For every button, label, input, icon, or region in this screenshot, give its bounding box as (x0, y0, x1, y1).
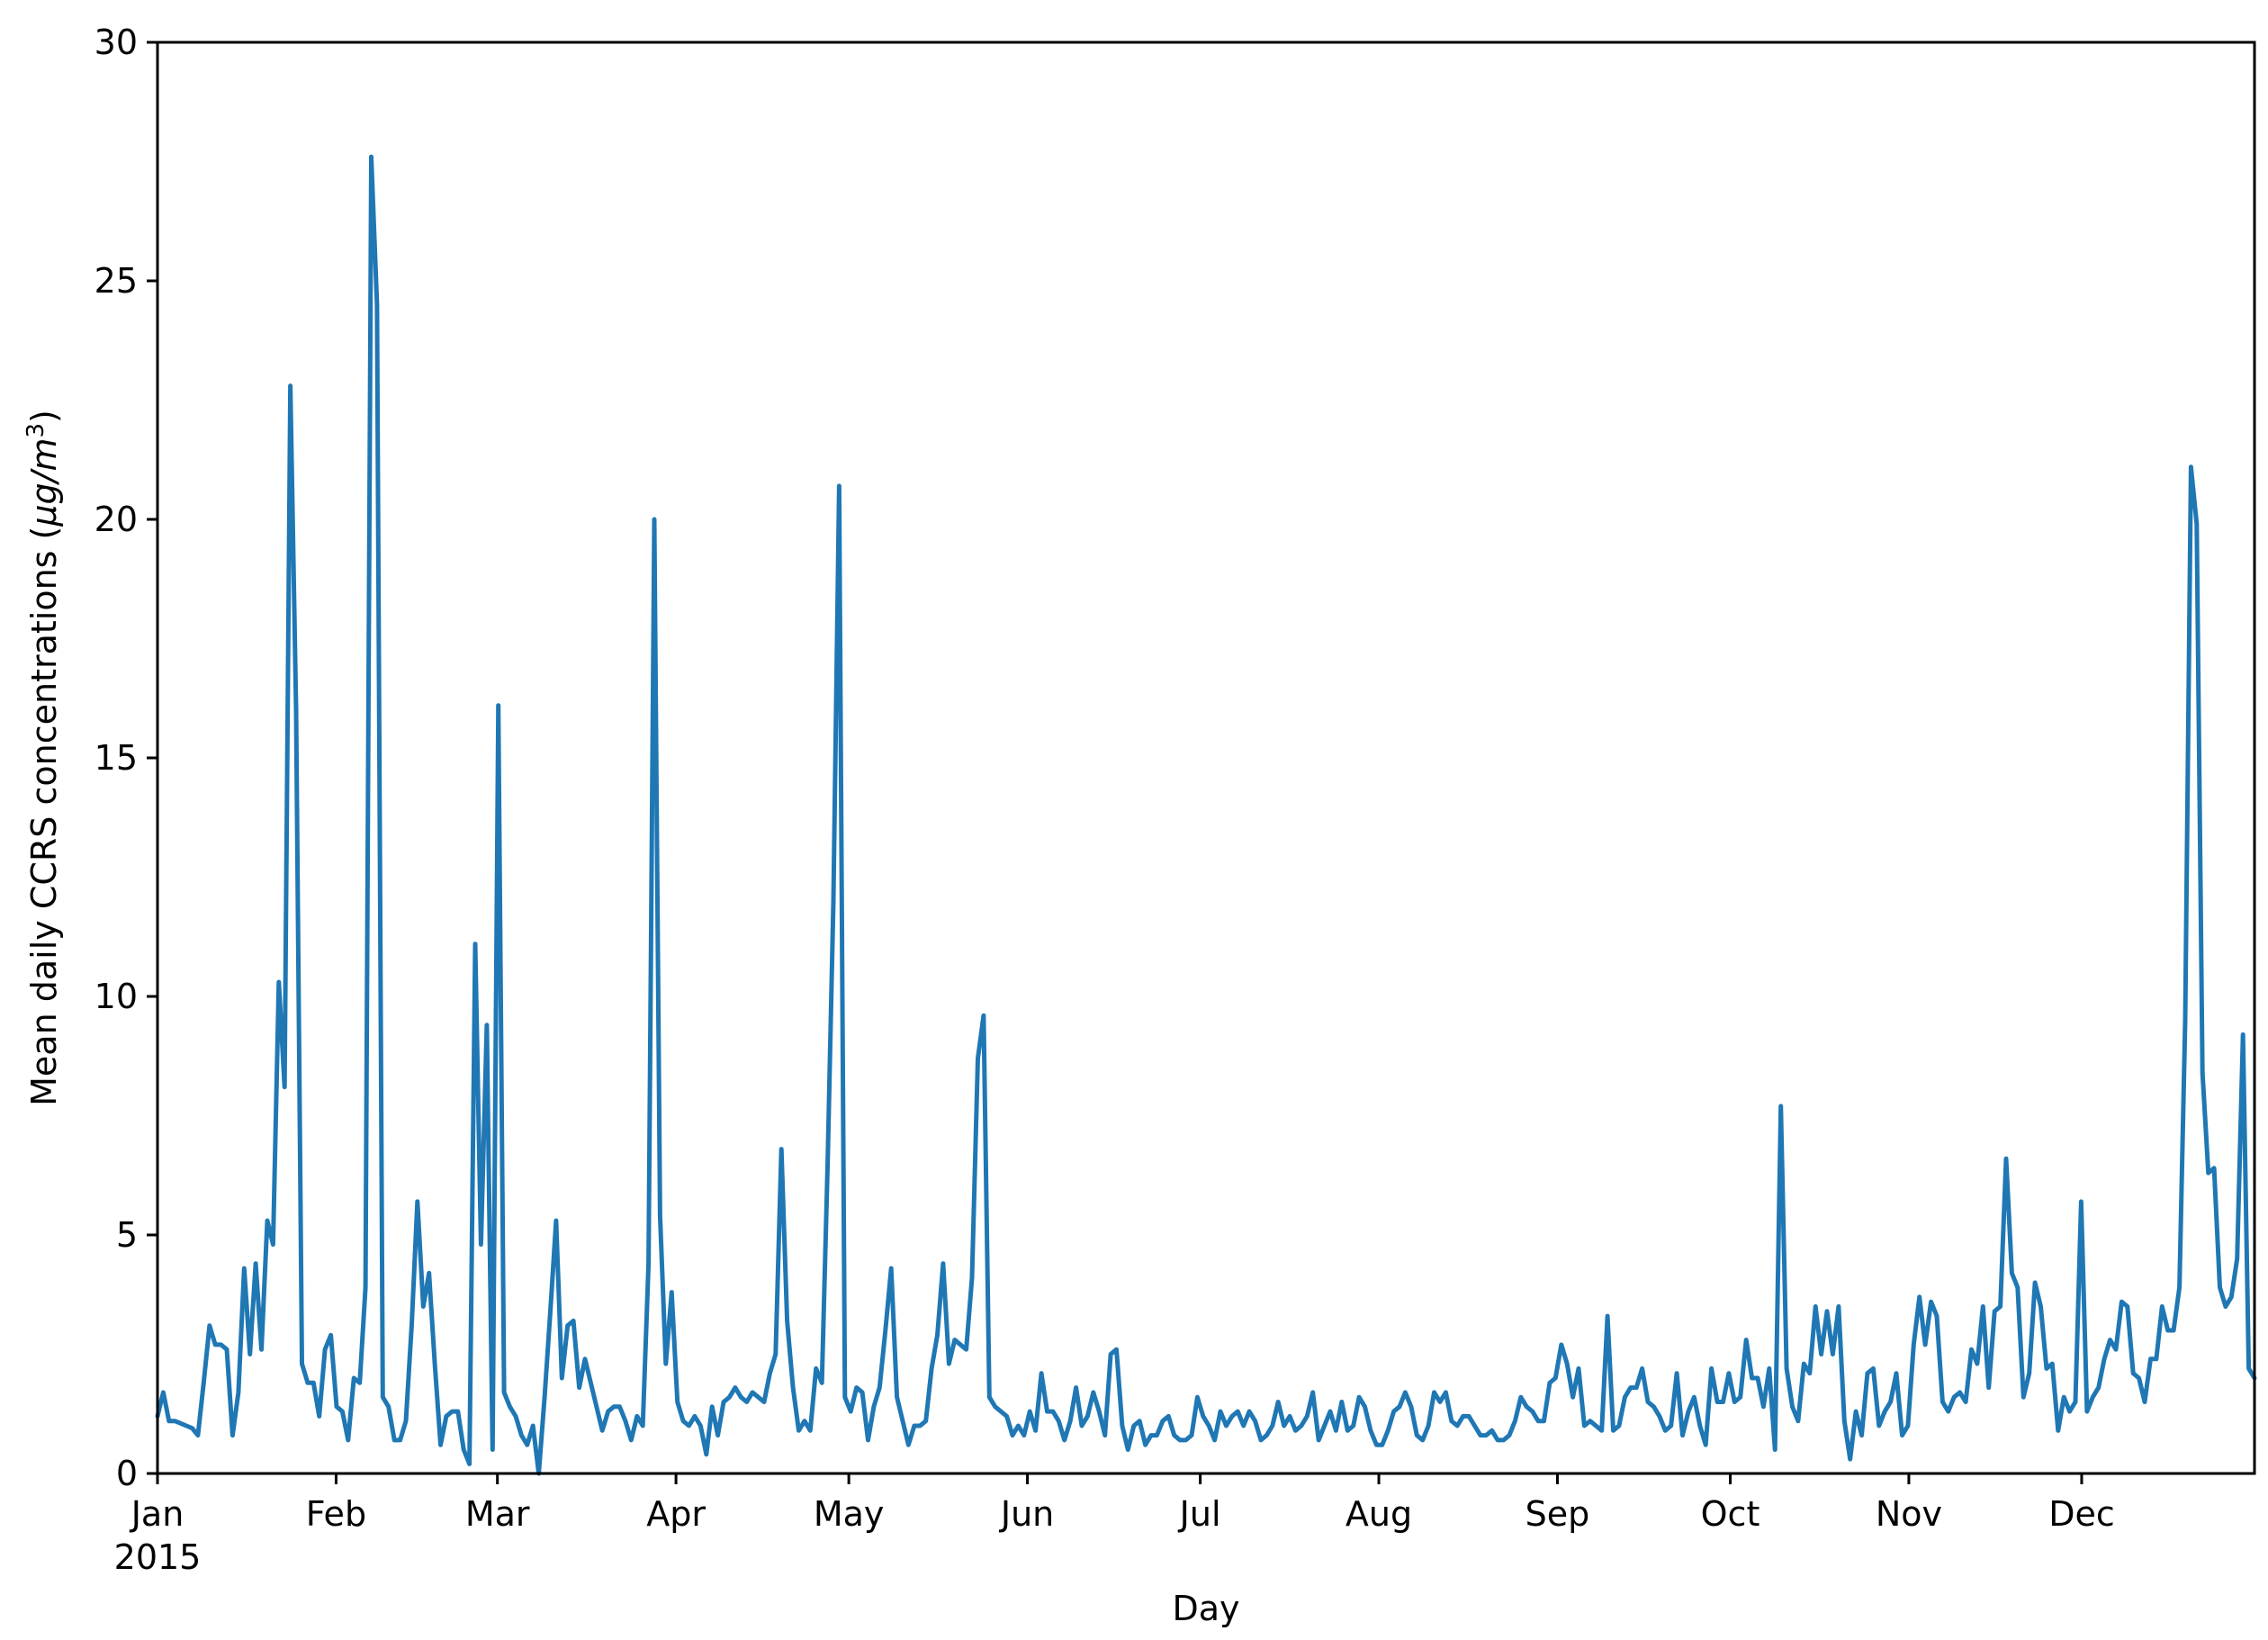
x-tick-label: May (814, 1494, 885, 1534)
x-tick-label: Oct (1701, 1494, 1760, 1534)
x-tick-label: Jan (130, 1494, 184, 1534)
y-tick-label: 30 (94, 23, 138, 62)
y-tick-label: 5 (116, 1215, 138, 1255)
y-axis-title-main: Mean daily CCRS concentrations ( (24, 527, 64, 1106)
x-tick-label: Aug (1346, 1494, 1412, 1534)
x-tick-label: Nov (1876, 1494, 1942, 1534)
y-tick-label: 25 (94, 261, 138, 301)
series-line (155, 154, 2257, 1476)
x-tick-year-label: 2015 (114, 1537, 202, 1577)
y-axis-title-unit-exponent: 3 (22, 423, 50, 438)
y-tick-label: 15 (94, 738, 138, 778)
x-tick-label: Mar (465, 1494, 530, 1534)
x-tick-label: Jul (1178, 1494, 1221, 1534)
x-tick-label: Jun (999, 1494, 1054, 1534)
y-tick-label: 10 (94, 977, 138, 1016)
plot-area-frame (156, 41, 2256, 1475)
y-axis-title-close: ) (24, 410, 64, 423)
y-tick-label: 0 (116, 1454, 138, 1493)
x-axis-title: Day (1172, 1589, 1239, 1628)
y-axis-title: Mean daily CCRS concentrations (μg/m3) (22, 410, 64, 1106)
y-tick-label: 20 (94, 500, 138, 539)
y-axis-title-unit: μg/m (24, 437, 64, 527)
x-tick-label: Feb (306, 1494, 366, 1534)
x-tick-label: Sep (1526, 1494, 1590, 1534)
x-tick-label: Apr (646, 1494, 706, 1534)
x-tick-label: Dec (2048, 1494, 2115, 1534)
y-axis-ticks: 0 5 10 15 20 25 30 (94, 23, 158, 1493)
